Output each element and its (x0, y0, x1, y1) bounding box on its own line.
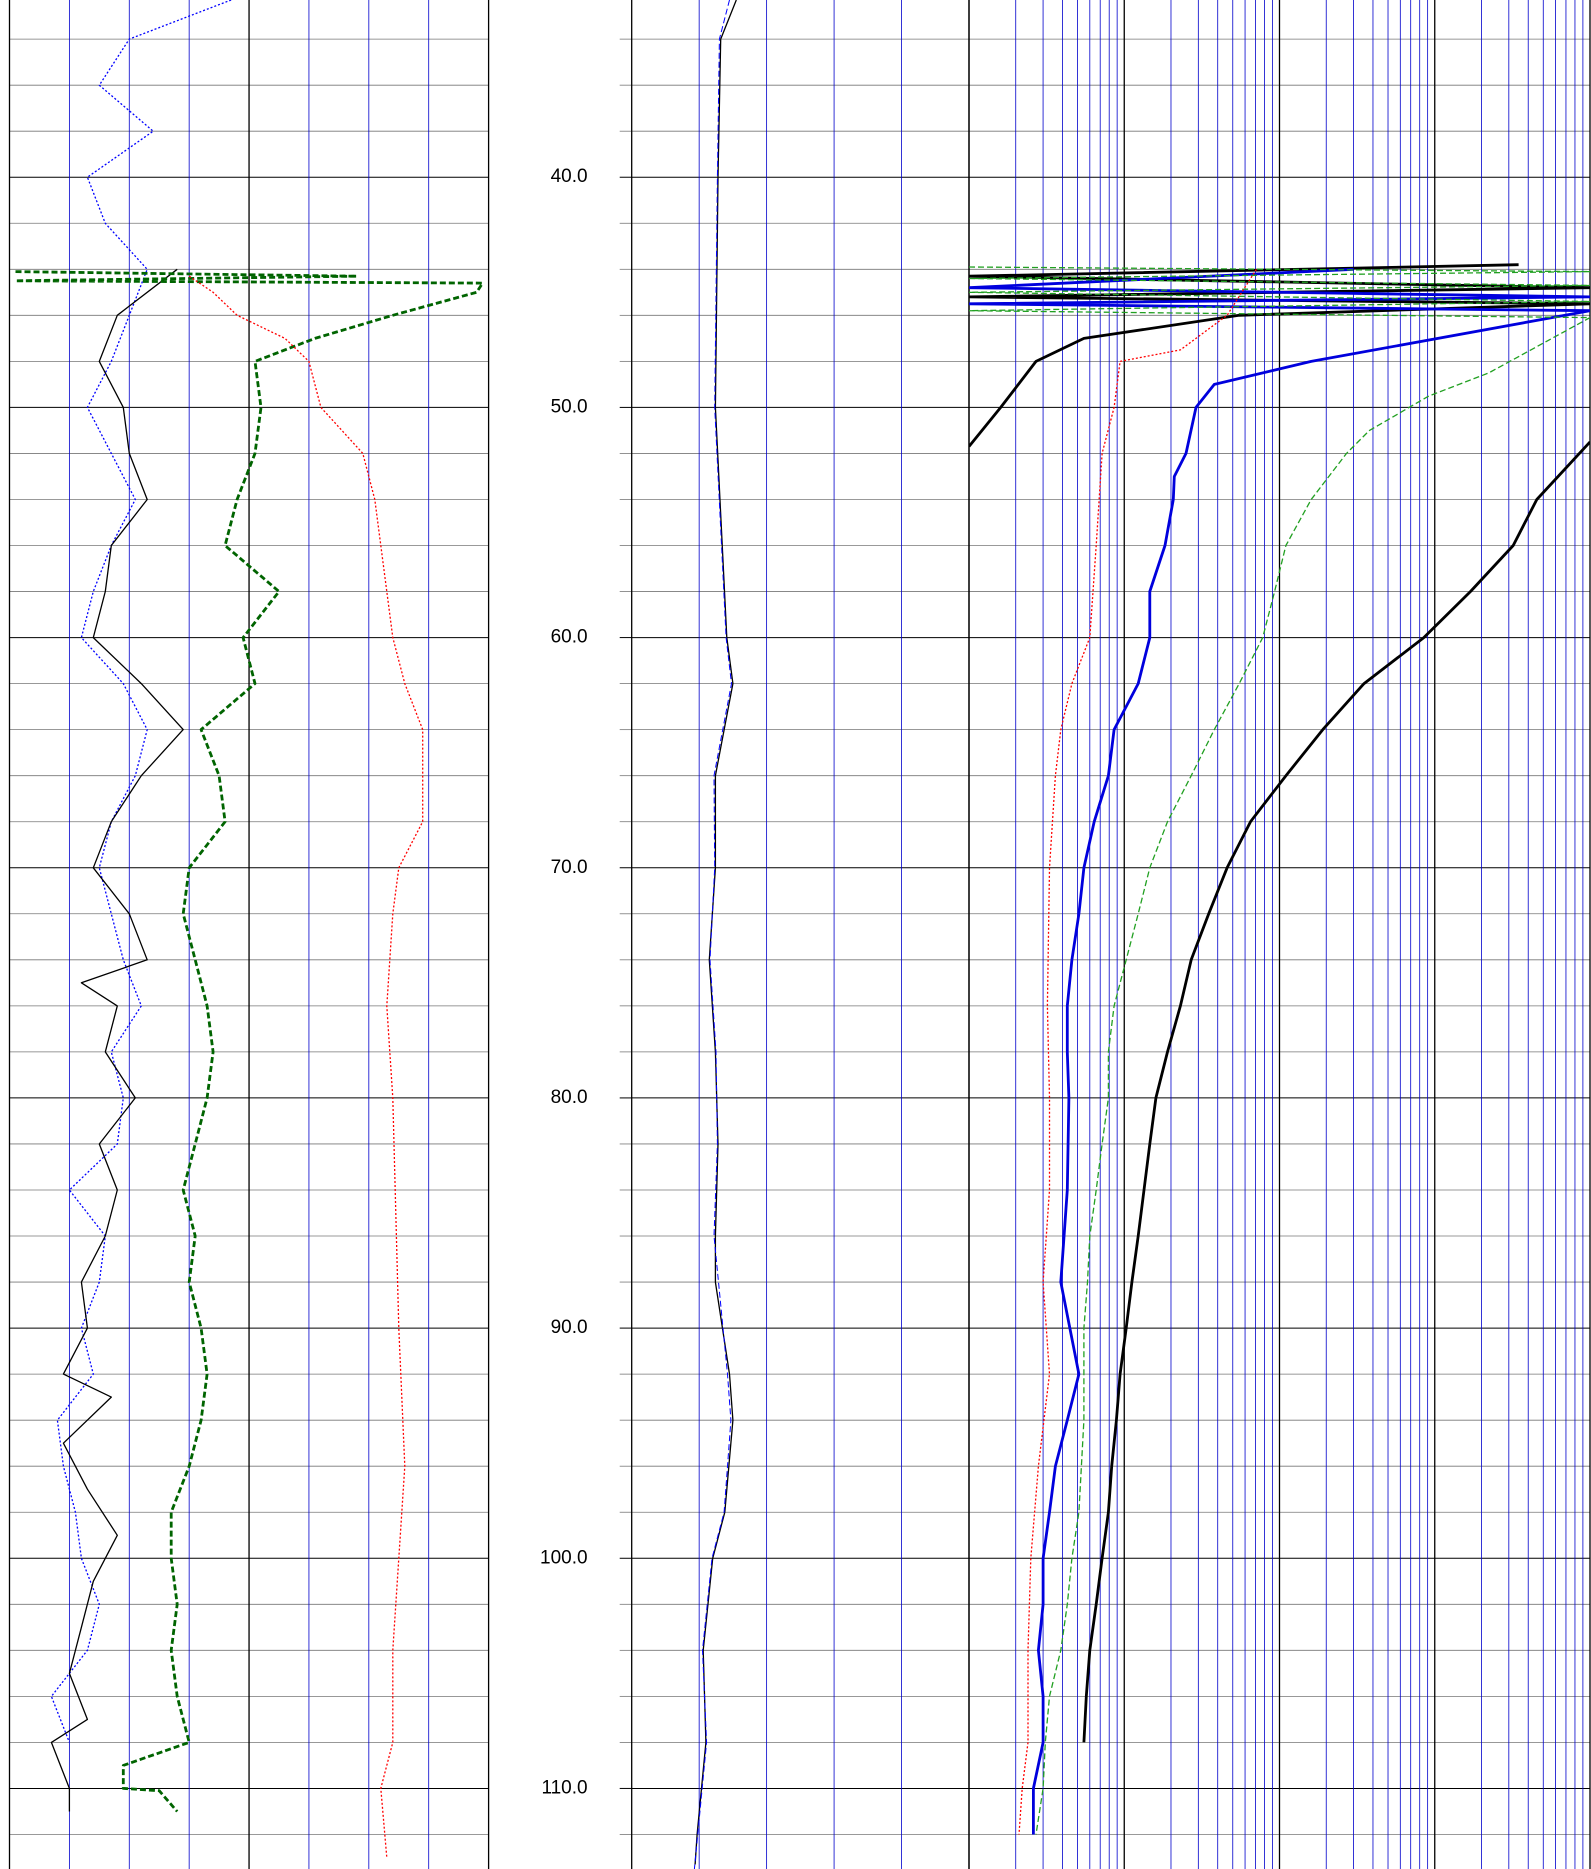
grid (8, 0, 1591, 1869)
depth-label: 40.0 (551, 166, 588, 187)
log-curve (969, 267, 1590, 1835)
depth-label: 50.0 (551, 396, 588, 417)
log-curve (1082, 440, 1590, 1743)
depth-label: 110.0 (541, 1777, 587, 1798)
log-curve (50, 268, 184, 1812)
log-curve (694, 0, 737, 1865)
log-curve (50, 0, 232, 1743)
depth-label: 70.0 (551, 857, 588, 878)
log-curve (188, 275, 424, 1858)
depth-label: 80.0 (551, 1087, 588, 1108)
depth-label: 90.0 (551, 1317, 588, 1338)
depth-label: 100.0 (540, 1547, 588, 1568)
log-curve (14, 270, 484, 1813)
depth-label: 60.0 (551, 627, 588, 648)
log-curve (1018, 268, 1257, 1835)
log-curve (693, 0, 732, 1869)
log-curve (969, 266, 1590, 1835)
